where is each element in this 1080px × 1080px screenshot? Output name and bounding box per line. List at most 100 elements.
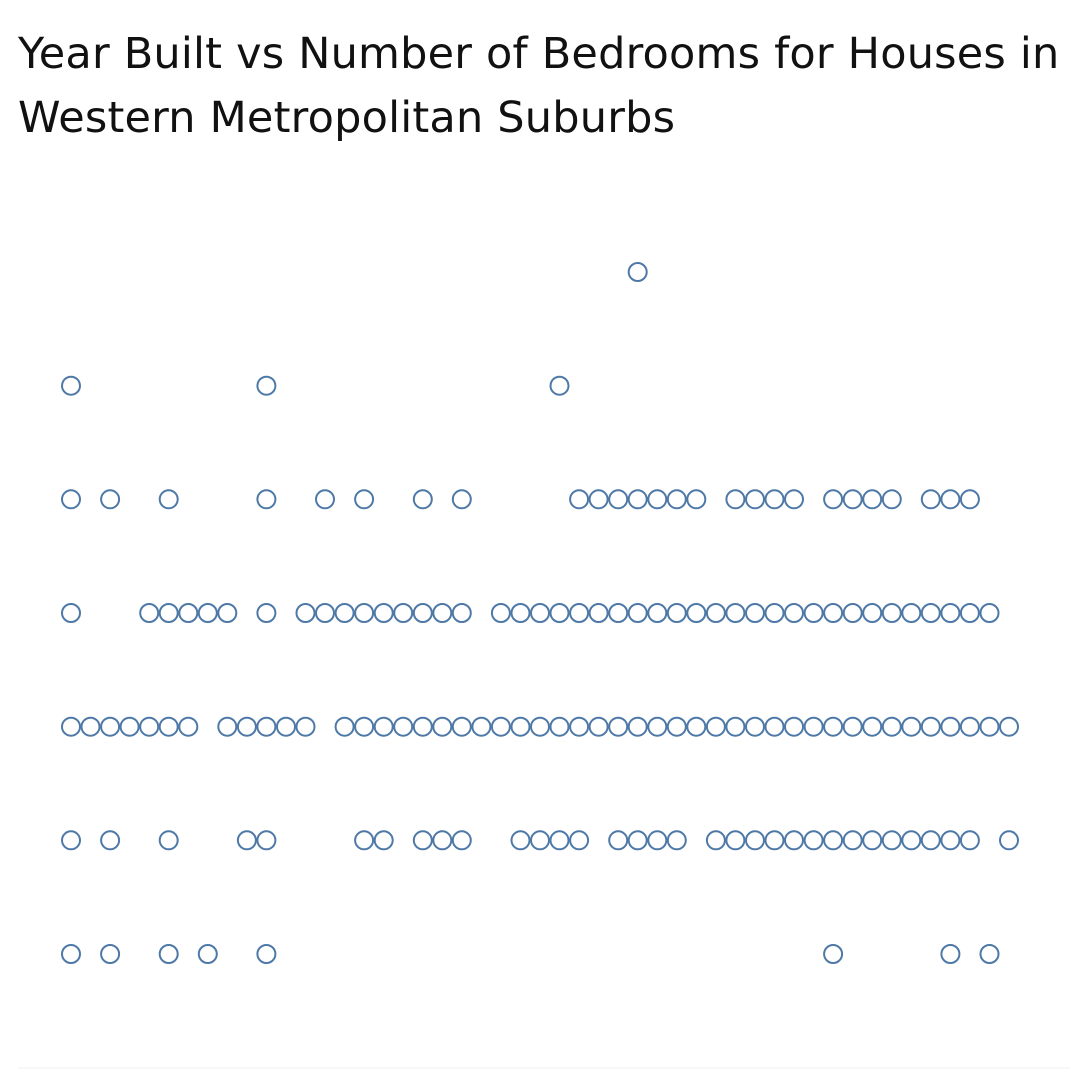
scatter-point[interactable]: [412, 830, 433, 851]
scatter-point[interactable]: [881, 830, 902, 851]
scatter-point[interactable]: [588, 603, 609, 623]
scatter-point[interactable]: [549, 603, 570, 623]
scatter-point[interactable]: [803, 830, 824, 851]
scatter-point[interactable]: [940, 716, 961, 737]
scatter-point[interactable]: [471, 716, 492, 737]
scatter-point[interactable]: [61, 375, 81, 396]
scatter-point[interactable]: [510, 830, 531, 851]
scatter-point[interactable]: [627, 603, 648, 623]
scatter-point[interactable]: [627, 830, 648, 851]
scatter-point[interactable]: [549, 375, 570, 396]
scatter-point[interactable]: [803, 716, 824, 737]
scatter-point[interactable]: [412, 716, 433, 737]
scatter-point[interactable]: [940, 489, 961, 510]
scatter-point[interactable]: [256, 489, 277, 510]
scatter-point[interactable]: [139, 603, 160, 623]
scatter-point[interactable]: [686, 603, 707, 623]
scatter-point[interactable]: [745, 603, 765, 623]
scatter-point[interactable]: [354, 603, 375, 623]
scatter-point[interactable]: [256, 375, 277, 396]
scatter-point[interactable]: [569, 830, 590, 851]
scatter-point[interactable]: [647, 603, 668, 623]
scatter-point[interactable]: [999, 830, 1019, 851]
scatter-point[interactable]: [627, 716, 648, 737]
scatter-point[interactable]: [61, 944, 81, 964]
scatter-point[interactable]: [725, 830, 746, 851]
scatter-point[interactable]: [451, 603, 472, 623]
scatter-point[interactable]: [959, 830, 980, 851]
scatter-point[interactable]: [999, 716, 1019, 737]
scatter-point[interactable]: [627, 262, 648, 282]
scatter-point[interactable]: [276, 716, 296, 737]
scatter-point[interactable]: [295, 716, 316, 737]
scatter-point[interactable]: [490, 603, 511, 623]
scatter-point[interactable]: [569, 489, 590, 510]
scatter-point[interactable]: [530, 603, 550, 623]
scatter-point[interactable]: [764, 603, 785, 623]
scatter-point[interactable]: [920, 603, 941, 623]
scatter-point[interactable]: [588, 489, 609, 510]
scatter-point[interactable]: [178, 603, 199, 623]
scatter-point[interactable]: [373, 603, 394, 623]
scatter-point[interactable]: [236, 716, 257, 737]
scatter-point[interactable]: [315, 603, 335, 623]
scatter-point[interactable]: [823, 716, 844, 737]
scatter-point[interactable]: [686, 489, 707, 510]
scatter-point[interactable]: [647, 716, 668, 737]
scatter-point[interactable]: [842, 716, 863, 737]
scatter-point[interactable]: [412, 489, 433, 510]
scatter-point[interactable]: [393, 603, 414, 623]
scatter-point[interactable]: [881, 489, 902, 510]
scatter-point[interactable]: [61, 489, 81, 510]
scatter-point[interactable]: [256, 830, 277, 851]
scatter-point[interactable]: [354, 489, 375, 510]
scatter-point[interactable]: [920, 830, 941, 851]
scatter-point[interactable]: [295, 603, 316, 623]
scatter-point[interactable]: [979, 944, 1000, 964]
scatter-point[interactable]: [61, 603, 81, 623]
scatter-point[interactable]: [823, 830, 844, 851]
scatter-point[interactable]: [705, 603, 726, 623]
scatter-point[interactable]: [256, 944, 277, 964]
scatter-point[interactable]: [139, 716, 160, 737]
scatter-point[interactable]: [315, 489, 335, 510]
scatter-point[interactable]: [940, 603, 961, 623]
scatter-point[interactable]: [236, 830, 257, 851]
scatter-point[interactable]: [451, 830, 472, 851]
scatter-point[interactable]: [451, 716, 472, 737]
scatter-point[interactable]: [158, 603, 179, 623]
scatter-point[interactable]: [784, 603, 804, 623]
scatter-point[interactable]: [354, 716, 375, 737]
scatter-point[interactable]: [823, 489, 844, 510]
scatter-point[interactable]: [784, 716, 804, 737]
scatter-point[interactable]: [666, 603, 687, 623]
scatter-point[interactable]: [842, 830, 863, 851]
scatter-point[interactable]: [920, 716, 941, 737]
scatter-point[interactable]: [901, 830, 922, 851]
scatter-point[interactable]: [373, 830, 394, 851]
scatter-point[interactable]: [979, 716, 1000, 737]
scatter-point[interactable]: [608, 716, 629, 737]
scatter-point[interactable]: [569, 603, 590, 623]
scatter-point[interactable]: [178, 716, 199, 737]
scatter-point[interactable]: [803, 603, 824, 623]
scatter-point[interactable]: [725, 489, 746, 510]
scatter-point[interactable]: [920, 489, 941, 510]
scatter-point[interactable]: [764, 489, 785, 510]
scatter-point[interactable]: [197, 944, 218, 964]
scatter-point[interactable]: [569, 716, 590, 737]
scatter-point[interactable]: [823, 603, 844, 623]
scatter-point[interactable]: [608, 603, 629, 623]
scatter-point[interactable]: [862, 489, 883, 510]
scatter-point[interactable]: [862, 716, 883, 737]
scatter-point[interactable]: [959, 489, 980, 510]
scatter-point[interactable]: [881, 716, 902, 737]
scatter-point[interactable]: [745, 830, 765, 851]
scatter-point[interactable]: [100, 489, 121, 510]
scatter-point[interactable]: [666, 489, 687, 510]
scatter-point[interactable]: [549, 716, 570, 737]
scatter-point[interactable]: [158, 830, 179, 851]
scatter-point[interactable]: [530, 716, 550, 737]
scatter-point[interactable]: [745, 489, 765, 510]
scatter-point[interactable]: [432, 603, 453, 623]
